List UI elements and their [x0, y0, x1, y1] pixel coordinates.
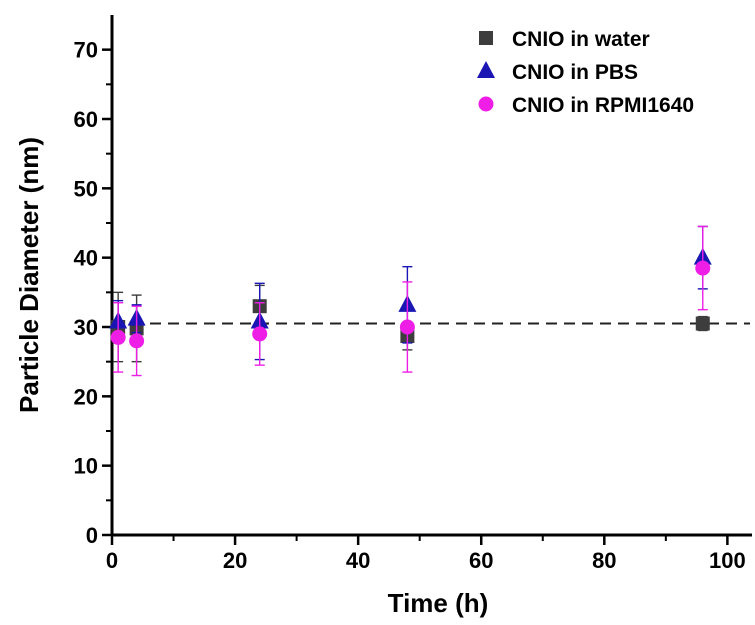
x-tick-label: 100 — [709, 548, 746, 573]
legend: CNIO in water CNIO in PBS CNIO in RPMI1640 — [477, 28, 694, 117]
axes: 0 20 40 60 80 100 0 10 20 30 40 50 60 70 — [74, 15, 752, 573]
data-point-circle — [129, 333, 145, 349]
legend-label: CNIO in water — [512, 28, 650, 51]
y-tick-label: 40 — [74, 246, 98, 271]
y-tick-label: 0 — [86, 523, 98, 548]
x-tick-label: 60 — [469, 548, 493, 573]
legend-label: CNIO in RPMI1640 — [512, 94, 694, 117]
x-tick-label: 0 — [106, 548, 118, 573]
y-tick-label: 20 — [74, 384, 98, 409]
series-circle — [110, 225, 711, 377]
legend-marker-triangle — [477, 61, 495, 78]
data-point-circle — [695, 260, 711, 276]
x-tick-label: 20 — [223, 548, 247, 573]
data-marks — [109, 225, 712, 377]
x-tick-label: 80 — [592, 548, 616, 573]
y-tick-label: 50 — [74, 176, 98, 201]
legend-marker-circle — [478, 96, 494, 112]
data-point-circle — [399, 319, 415, 335]
y-tick-label: 10 — [74, 454, 98, 479]
y-tick-label: 60 — [74, 107, 98, 132]
data-point-square — [695, 316, 710, 331]
data-point-circle — [110, 329, 126, 345]
y-tick-label: 70 — [74, 38, 98, 63]
data-point-circle — [252, 326, 268, 342]
x-axis-label: Time (h) — [388, 588, 489, 618]
x-tick-label: 40 — [346, 548, 370, 573]
legend-marker-square — [479, 31, 493, 45]
y-tick-label: 30 — [74, 315, 98, 340]
y-axis-label: Particle Diameter (nm) — [14, 137, 44, 413]
legend-label: CNIO in PBS — [512, 61, 638, 84]
